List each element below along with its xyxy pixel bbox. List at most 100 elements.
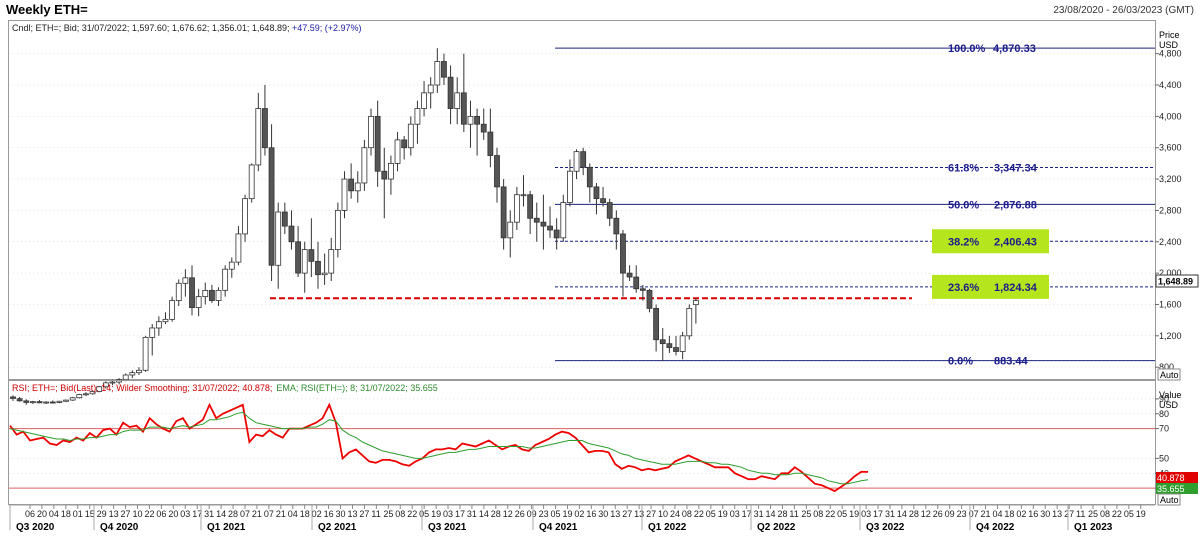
candle-body — [235, 233, 242, 263]
candle-body — [388, 162, 394, 180]
x-day-label: 28 — [228, 509, 238, 519]
x-day-label: 10 — [658, 509, 668, 519]
x-quarter-label: Q4 2021 — [539, 522, 578, 533]
x-day-label: 13 — [347, 509, 357, 519]
candle-body — [169, 300, 176, 320]
title-bar: Weekly ETH= 23/08/2020 - 26/03/2023 (GMT… — [0, 0, 1200, 19]
x-day-label: 07 — [264, 509, 274, 519]
x-day-label: 28 — [777, 509, 787, 519]
candle-body — [69, 397, 76, 401]
x-day-label: 17 — [873, 509, 883, 519]
x-day-label: 14 — [216, 509, 226, 519]
x-day-label: 04 — [288, 509, 298, 519]
candle-body — [679, 335, 686, 352]
candle-body — [454, 92, 461, 109]
x-day-label: 02 — [312, 509, 322, 519]
rsi-auto-button[interactable] — [1157, 493, 1181, 506]
rsi-series — [9, 402, 869, 493]
x-day-label: 25 — [801, 509, 811, 519]
x-day-label: 17 — [192, 509, 202, 519]
candle-body — [89, 391, 96, 395]
x-day-label: 20 — [168, 509, 178, 519]
x-day-label: 18 — [61, 509, 71, 519]
fib-value-label: 3,347.34 — [994, 163, 1038, 175]
candle-body — [308, 249, 315, 262]
x-day-label: 04 — [49, 509, 59, 519]
x-day-label: 07 — [240, 509, 250, 519]
x-day-label: 03 — [730, 509, 740, 519]
candle-body — [527, 194, 534, 219]
candle-body — [520, 194, 527, 197]
x-quarter-label: Q3 2021 — [428, 522, 467, 533]
fib-value-label: 4,870.33 — [993, 43, 1036, 55]
candle-body — [182, 277, 189, 284]
x-day-label: 16 — [586, 509, 596, 519]
x-day-label: 20 — [37, 509, 47, 519]
price-panel-frame — [8, 20, 1156, 380]
candle-body — [136, 369, 142, 374]
candle-body — [500, 186, 507, 239]
x-day-label: 19 — [849, 509, 859, 519]
time-axis: 06 20 04 18 01 15 29 13 27 10 22 06 20 03 17 31 14 28 07 21… — [9, 504, 1155, 533]
x-day-label: 12 — [503, 509, 513, 519]
x-day-label: 10 — [132, 509, 142, 519]
x-day-label: 19 — [718, 509, 728, 519]
x-day-label: 28 — [491, 509, 501, 519]
rsi-tick-label: 90 — [1159, 394, 1169, 404]
x-day-label: 19 — [1136, 509, 1146, 519]
candle-body — [16, 398, 23, 402]
candlestick-series — [10, 48, 699, 405]
fib-highlight — [932, 229, 1049, 254]
candle-body — [189, 277, 195, 308]
x-day-label: 03 — [861, 509, 871, 519]
x-day-label: 05 — [837, 509, 847, 519]
candle-body — [460, 92, 467, 125]
x-day-label: 11 — [1076, 509, 1085, 519]
x-quarter-label: Q2 2022 — [757, 522, 796, 533]
x-day-label: 14 — [766, 509, 776, 519]
x-day-label: 05 — [419, 509, 429, 519]
price-axis-title: Price — [1159, 30, 1180, 40]
candle-body — [328, 249, 335, 274]
candle-body — [547, 225, 553, 231]
price-tick-label: 2,400 — [1159, 237, 1182, 247]
rsi-tick-label: 50 — [1159, 453, 1169, 463]
fib-value-label: 2,876.88 — [994, 199, 1037, 211]
candle-body — [288, 225, 295, 243]
x-day-label: 18 — [300, 509, 310, 519]
fib-percent-label: 61.8% — [948, 163, 979, 175]
x-day-label: 01 — [73, 509, 83, 519]
price-tick-label: 2,000 — [1159, 268, 1182, 278]
chart-title: Weekly ETH= — [6, 2, 88, 17]
x-day-label: 21 — [276, 509, 286, 519]
fib-percent-label: 23.6% — [948, 282, 979, 294]
candle-body — [626, 272, 633, 278]
x-quarter-label: Q1 2021 — [207, 522, 246, 533]
x-day-label: 08 — [1100, 509, 1110, 519]
x-day-label: 22 — [1112, 509, 1122, 519]
rsi-auto-label: Auto — [1160, 495, 1179, 505]
candle-body — [49, 401, 56, 404]
x-day-label: 09 — [527, 509, 537, 519]
price-tick-label: 800 — [1159, 362, 1174, 372]
candle-body — [63, 399, 69, 402]
ema-last-box — [1156, 483, 1198, 494]
price-tick-label: 3,600 — [1159, 143, 1182, 153]
fib-percent-label: 100.0% — [948, 43, 986, 55]
fib-value-label: 883.44 — [994, 356, 1029, 368]
x-quarter-label: Q3 2022 — [866, 522, 905, 533]
x-day-label: 26 — [933, 509, 943, 519]
price-grid — [9, 53, 1155, 368]
candle-body — [368, 115, 374, 149]
candle-body — [321, 272, 328, 276]
x-day-label: 08 — [395, 509, 405, 519]
candle-body — [228, 261, 235, 270]
x-day-label: 07 — [969, 509, 979, 519]
fib-value-label: 2,406.43 — [994, 236, 1037, 248]
candle-body — [23, 400, 30, 403]
price-auto-button[interactable] — [1157, 368, 1181, 381]
candle-body — [394, 139, 401, 164]
x-day-label: 02 — [574, 509, 584, 519]
x-quarter-label: Q3 2020 — [16, 522, 55, 533]
